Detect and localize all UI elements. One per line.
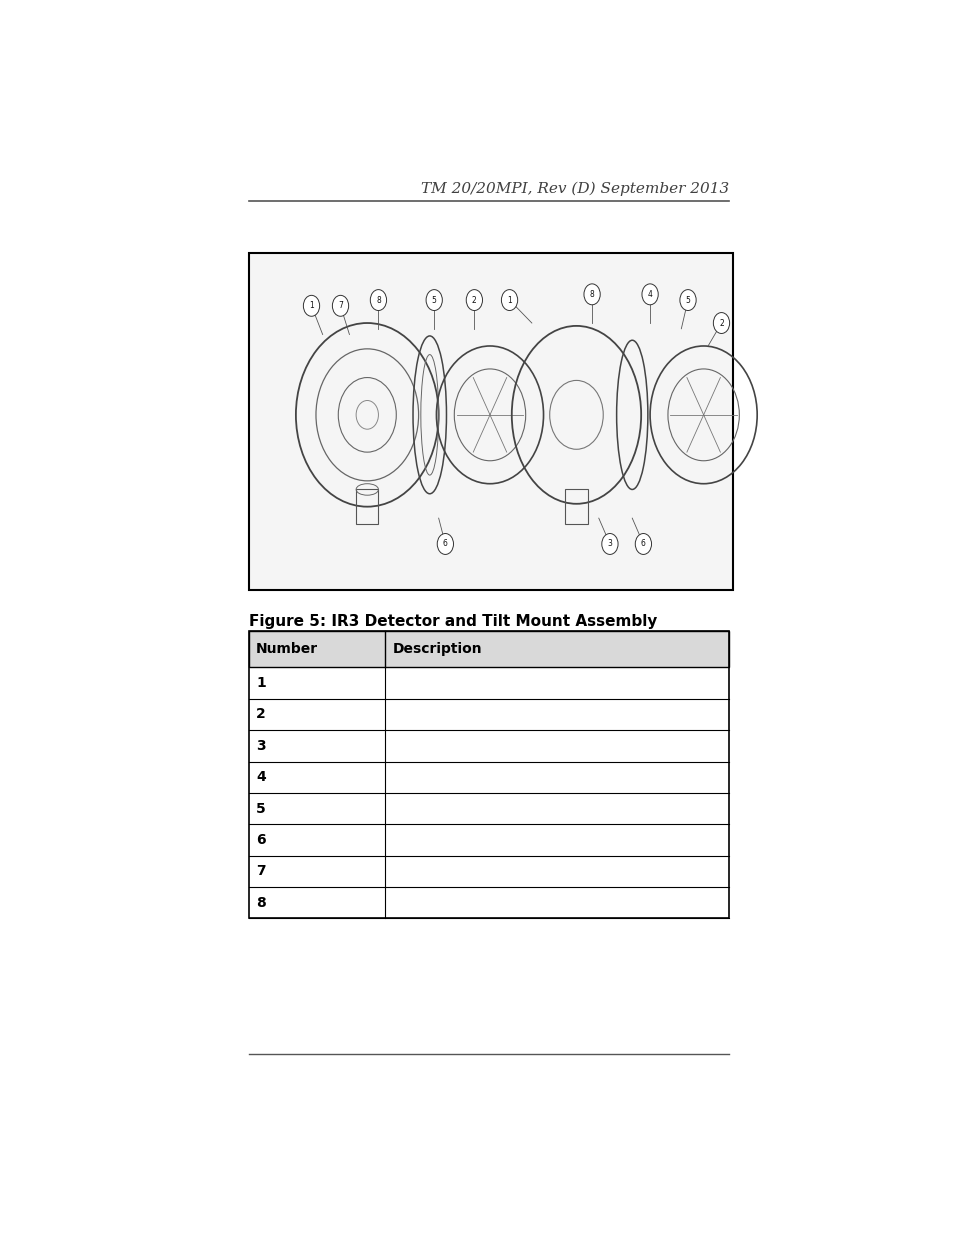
Text: 4: 4 <box>255 771 266 784</box>
Circle shape <box>679 289 696 310</box>
Text: 6: 6 <box>255 834 265 847</box>
Text: Figure 5: IR3 Detector and Tilt Mount Assembly: Figure 5: IR3 Detector and Tilt Mount As… <box>249 614 657 629</box>
Text: 7: 7 <box>337 301 342 310</box>
FancyBboxPatch shape <box>249 824 728 856</box>
Text: 8: 8 <box>589 290 594 299</box>
Text: TM 20/20MPI, Rev (D) September 2013: TM 20/20MPI, Rev (D) September 2013 <box>420 182 728 196</box>
Text: 6: 6 <box>442 540 447 548</box>
FancyBboxPatch shape <box>249 631 728 667</box>
Text: 3: 3 <box>255 739 265 753</box>
Text: Number: Number <box>255 642 317 656</box>
Circle shape <box>713 312 729 333</box>
FancyBboxPatch shape <box>249 253 732 590</box>
Circle shape <box>332 295 348 316</box>
Circle shape <box>583 284 599 305</box>
Text: 5: 5 <box>255 802 266 815</box>
Text: 1: 1 <box>309 301 314 310</box>
Text: 8: 8 <box>375 295 380 305</box>
Circle shape <box>436 534 453 555</box>
Text: 7: 7 <box>255 864 265 878</box>
Text: 1: 1 <box>255 676 266 690</box>
Circle shape <box>641 284 658 305</box>
Circle shape <box>466 289 482 310</box>
Circle shape <box>370 289 386 310</box>
FancyBboxPatch shape <box>249 887 728 919</box>
Text: 3: 3 <box>607 540 612 548</box>
Text: 2: 2 <box>719 319 723 327</box>
FancyBboxPatch shape <box>249 793 728 824</box>
Circle shape <box>601 534 618 555</box>
Text: 1: 1 <box>507 295 512 305</box>
Circle shape <box>303 295 319 316</box>
FancyBboxPatch shape <box>249 667 728 699</box>
Text: 2: 2 <box>472 295 476 305</box>
FancyBboxPatch shape <box>249 699 728 730</box>
Text: 5: 5 <box>432 295 436 305</box>
Text: 6: 6 <box>640 540 645 548</box>
Text: Description: Description <box>393 642 482 656</box>
Circle shape <box>426 289 442 310</box>
Text: 8: 8 <box>255 895 266 910</box>
Circle shape <box>501 289 517 310</box>
Text: 4: 4 <box>647 290 652 299</box>
Text: 5: 5 <box>685 295 690 305</box>
FancyBboxPatch shape <box>249 856 728 887</box>
Circle shape <box>635 534 651 555</box>
FancyBboxPatch shape <box>249 762 728 793</box>
FancyBboxPatch shape <box>249 730 728 762</box>
Text: 2: 2 <box>255 708 266 721</box>
